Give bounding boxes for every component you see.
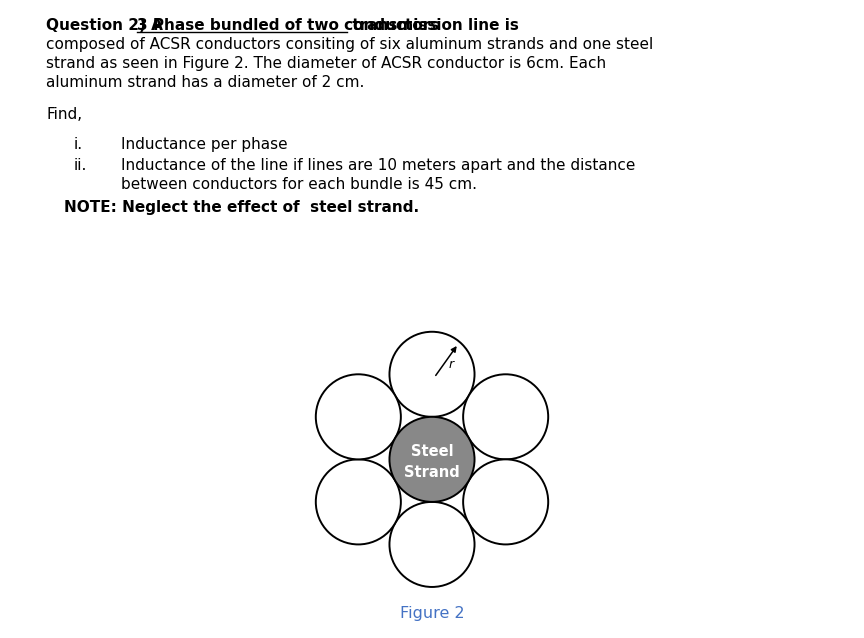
Circle shape	[390, 417, 474, 502]
Text: between conductors for each bundle is 45 cm.: between conductors for each bundle is 45…	[121, 177, 477, 192]
Text: strand as seen in Figure 2. The diameter of ACSR conductor is 6cm. Each: strand as seen in Figure 2. The diameter…	[46, 56, 607, 71]
Text: Steel: Steel	[410, 444, 454, 459]
Circle shape	[316, 459, 401, 544]
Circle shape	[463, 459, 548, 544]
Text: Inductance of the line if lines are 10 meters apart and the distance: Inductance of the line if lines are 10 m…	[121, 158, 635, 173]
Text: Figure 2: Figure 2	[400, 606, 464, 621]
Text: i.: i.	[74, 137, 83, 152]
Circle shape	[463, 375, 548, 459]
Text: NOTE: Neglect the effect of  steel strand.: NOTE: Neglect the effect of steel strand…	[64, 200, 419, 215]
Text: Inductance per phase: Inductance per phase	[121, 137, 288, 152]
Circle shape	[390, 502, 474, 587]
Text: transmission line is: transmission line is	[347, 18, 519, 33]
Text: r: r	[448, 357, 454, 371]
Text: ii.: ii.	[74, 158, 87, 173]
Text: aluminum strand has a diameter of 2 cm.: aluminum strand has a diameter of 2 cm.	[46, 75, 365, 90]
Text: composed of ACSR conductors consiting of six aluminum strands and one steel: composed of ACSR conductors consiting of…	[46, 37, 653, 52]
Text: Question 2) A: Question 2) A	[46, 18, 168, 33]
Text: Strand: Strand	[404, 466, 460, 480]
Circle shape	[390, 332, 474, 417]
Text: 3 Phase bundled of two conductors: 3 Phase bundled of two conductors	[137, 18, 439, 33]
Text: Find,: Find,	[46, 107, 82, 122]
Circle shape	[316, 375, 401, 459]
